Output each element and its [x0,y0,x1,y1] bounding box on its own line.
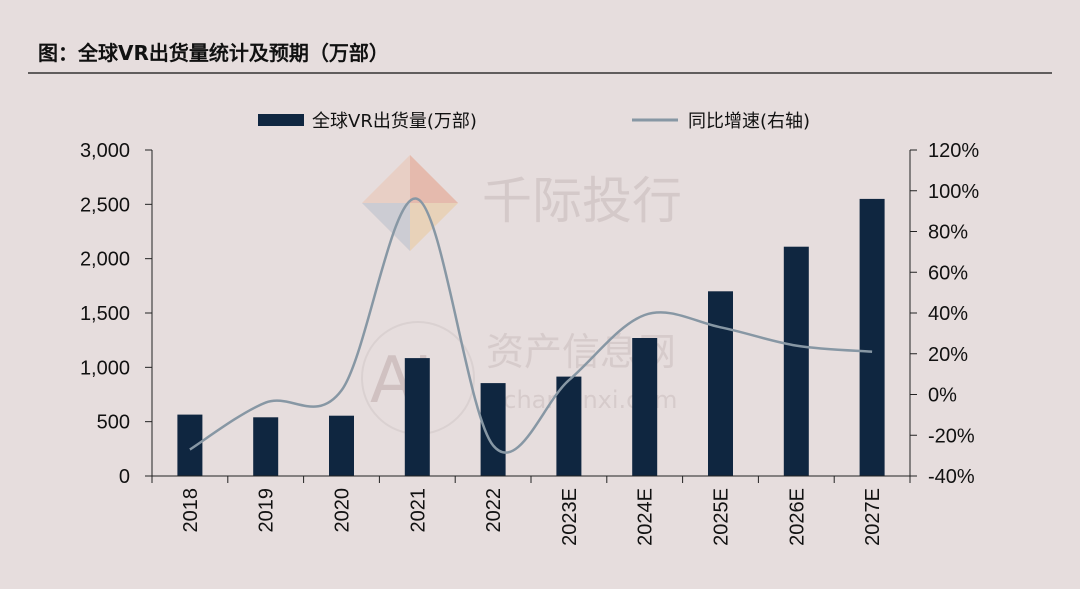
legend: 全球VR出货量(万部) 同比增速(右轴) [258,111,810,132]
x-axis: 2018 2019 2020 2021 2022 2023E 2024E 2025E 2026E… [151,476,911,546]
left-tick-label: 2,000 [80,249,130,271]
left-tick-label: 0 [119,466,130,488]
x-tick-label: 2023E [559,488,581,546]
watermark-brand: 千际投行 [482,172,682,230]
left-tick-label: 500 [97,412,130,434]
right-tick-label: 20% [928,344,968,366]
x-tick-label: 2024E [635,488,657,546]
brand-logo-icon [362,155,458,251]
right-tick-label: -20% [928,425,975,447]
bar-2018 [177,414,203,476]
left-tick-label: 1,000 [80,357,130,379]
right-tick-label: -40% [928,466,975,488]
right-y-axis: -40% -20% 0% 20% 40% 60% 80% 100% 120% [910,140,979,488]
left-tick-label: 1,500 [80,303,130,325]
x-tick-label: 2021 [407,488,429,533]
x-tick-label: 2018 [180,488,202,533]
bar-2023E [556,376,582,476]
x-tick-label: 2027E [862,488,884,546]
x-tick-label: 2019 [256,488,278,533]
right-tick-label: 100% [928,181,979,203]
legend-swatch-bar [258,114,304,126]
right-tick-label: 0% [928,385,957,407]
legend-label-bar: 全球VR出货量(万部) [312,111,477,132]
bar-2020 [329,415,354,476]
left-tick-label: 2,500 [80,194,130,216]
right-tick-label: 40% [928,303,968,325]
bar-2019 [253,417,279,476]
bar-2024E [632,338,658,476]
page-title: 图：全球VR出货量统计及预期（万部） [38,41,389,65]
bar-2027E [859,198,885,476]
bars-layer [177,198,885,476]
left-y-axis: 0 500 1,000 1,500 2,000 2,500 3,000 [80,140,152,488]
x-tick-label: 2025E [711,488,733,546]
left-tick-label: 3,000 [80,140,130,162]
bar-2021 [404,358,430,476]
growth-line [189,197,873,454]
right-tick-label: 80% [928,222,968,244]
x-tick-label: 2026E [786,488,808,546]
x-tick-label: 2022 [483,488,505,533]
right-tick-label: 60% [928,262,968,284]
bar-2025E [708,291,733,476]
legend-label-line: 同比增速(右轴) [688,111,810,132]
right-tick-label: 120% [928,140,979,162]
x-tick-label: 2020 [332,488,354,533]
bar-2026E [783,246,809,476]
